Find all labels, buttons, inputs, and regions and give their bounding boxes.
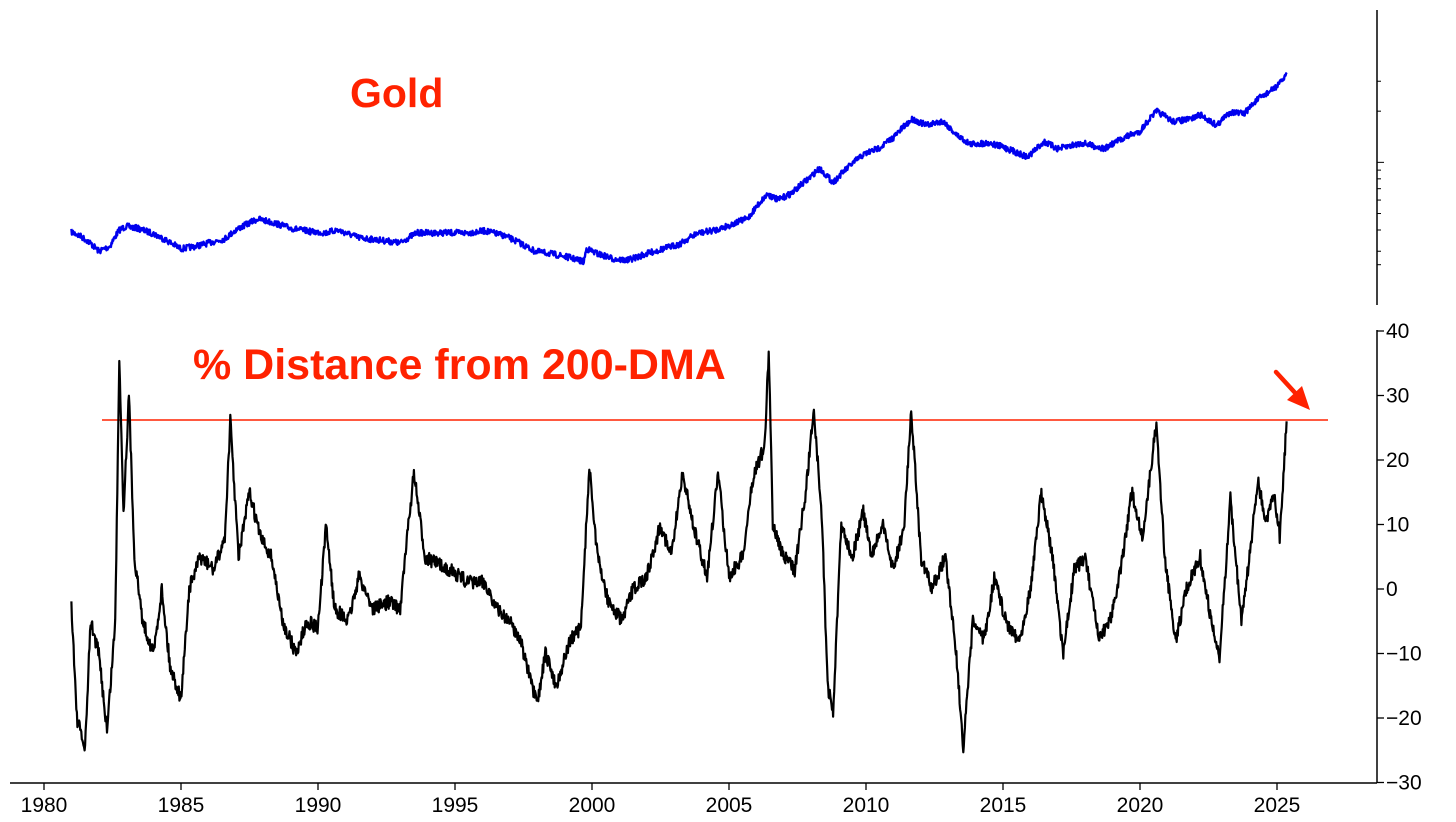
x-tick-label: 1980 — [21, 794, 68, 817]
y-tick-label: 10 — [1386, 514, 1409, 537]
distance-line — [70, 350, 1288, 754]
arrow-head — [1287, 386, 1310, 410]
gold-price-line — [70, 72, 1288, 266]
arrow-shaft — [1273, 369, 1301, 399]
y-tick-label: 30 — [1386, 385, 1409, 408]
x-tick-label: 2015 — [980, 794, 1027, 817]
gold-title: Gold — [350, 70, 443, 116]
x-tick-label: 2010 — [843, 794, 890, 817]
y-tick-label: 40 — [1386, 320, 1409, 343]
y-tick-label: −10 — [1386, 643, 1422, 666]
y-tick-label: 20 — [1386, 449, 1409, 472]
x-tick-label: 2005 — [706, 794, 753, 817]
x-tick-label: 2020 — [1117, 794, 1164, 817]
x-tick-label: 2000 — [569, 794, 616, 817]
gold-axis-ticks — [1377, 80, 1384, 266]
arrow-annotation — [1273, 369, 1310, 410]
distance-y-ticks: 40 30 20 10 0 −10 −20 −30 — [1377, 320, 1422, 795]
y-tick-label: −30 — [1386, 772, 1422, 795]
x-tick-label: 1990 — [295, 794, 342, 817]
distance-title: % Distance from 200-DMA — [193, 341, 726, 389]
x-tick-label: 1985 — [158, 794, 205, 817]
x-tick-label: 2025 — [1254, 794, 1301, 817]
y-tick-label: −20 — [1386, 707, 1422, 730]
x-tick-label: 1995 — [432, 794, 479, 817]
x-axis-ticks: 1980 1985 1990 1995 2000 2005 2010 2015 2020 2025 — [21, 783, 1301, 817]
gold-panel: Gold — [70, 10, 1384, 305]
y-tick-label: 0 — [1386, 578, 1398, 601]
